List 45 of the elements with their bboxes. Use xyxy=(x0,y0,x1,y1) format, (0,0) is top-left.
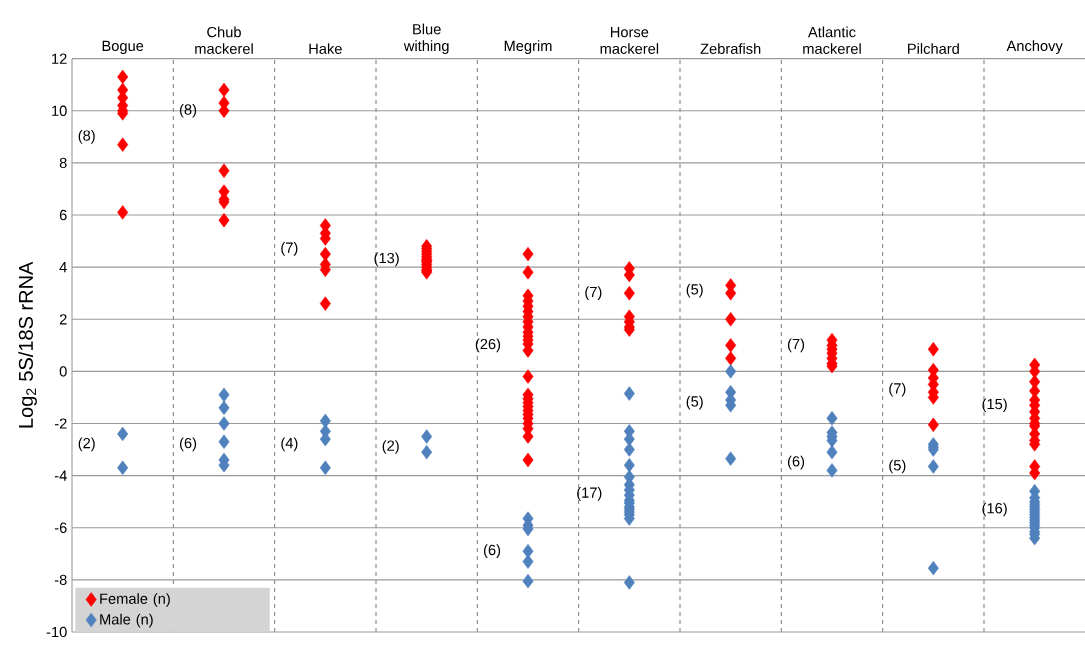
x-tick-label: Chub mackerel xyxy=(195,26,253,54)
legend-label: Male (n) xyxy=(100,613,153,628)
annotation: (6) xyxy=(483,544,501,559)
x-tick-label: Pilchard xyxy=(908,43,959,54)
y-tick-label: -2 xyxy=(54,418,67,429)
annotation: (7) xyxy=(585,286,602,301)
y-tick-label: 0 xyxy=(59,366,67,377)
annotation: (13) xyxy=(374,252,399,267)
y-tick-label: 2 xyxy=(59,314,67,325)
x-tick-label: Horse mackerel xyxy=(600,27,659,54)
y-tick-label: 4 xyxy=(59,262,67,273)
annotation: (17) xyxy=(577,487,602,501)
annotation: (15) xyxy=(982,398,1007,413)
annotation: (26) xyxy=(475,338,501,353)
y-tick-label: -6 xyxy=(54,522,67,533)
annotation: (5) xyxy=(889,459,906,474)
x-tick-label: Megrim xyxy=(504,40,552,54)
x-tick-label: Zebrafish xyxy=(700,43,761,54)
y-tick-label: 12 xyxy=(52,53,67,64)
annotation: (2) xyxy=(78,437,95,452)
x-tick-label: Atlantic mackerel xyxy=(803,26,861,54)
x-tick-label: Blue withing xyxy=(403,23,449,54)
y-tick-label: 10 xyxy=(52,105,67,116)
annotation: (2) xyxy=(382,440,399,454)
legend-label: Female (n) xyxy=(100,593,170,607)
annotation: (7) xyxy=(889,382,906,397)
annotation: (16) xyxy=(982,502,1007,517)
annotation: (8) xyxy=(78,130,95,144)
y-tick-label: -8 xyxy=(54,574,67,586)
y-tick-label: -10 xyxy=(46,626,67,638)
x-tick-label: Anchovy xyxy=(1006,40,1063,54)
y-axis-title: Log$_{2}$ 5S/18S rRNA xyxy=(18,261,37,428)
y-tick-label: 8 xyxy=(59,157,67,169)
y-tick-label: -4 xyxy=(54,470,67,481)
x-tick-label: Hake xyxy=(309,43,342,54)
y-tick-label: 6 xyxy=(59,209,67,221)
annotation: (7) xyxy=(787,338,805,353)
annotation: (8) xyxy=(179,103,197,118)
annotation: (4) xyxy=(281,437,298,452)
annotation: (5) xyxy=(686,395,703,410)
annotation: (5) xyxy=(686,283,703,298)
annotation: (7) xyxy=(281,242,298,256)
annotation: (6) xyxy=(787,455,805,470)
annotation: (6) xyxy=(179,437,197,452)
x-tick-label: Bogue xyxy=(102,40,144,54)
